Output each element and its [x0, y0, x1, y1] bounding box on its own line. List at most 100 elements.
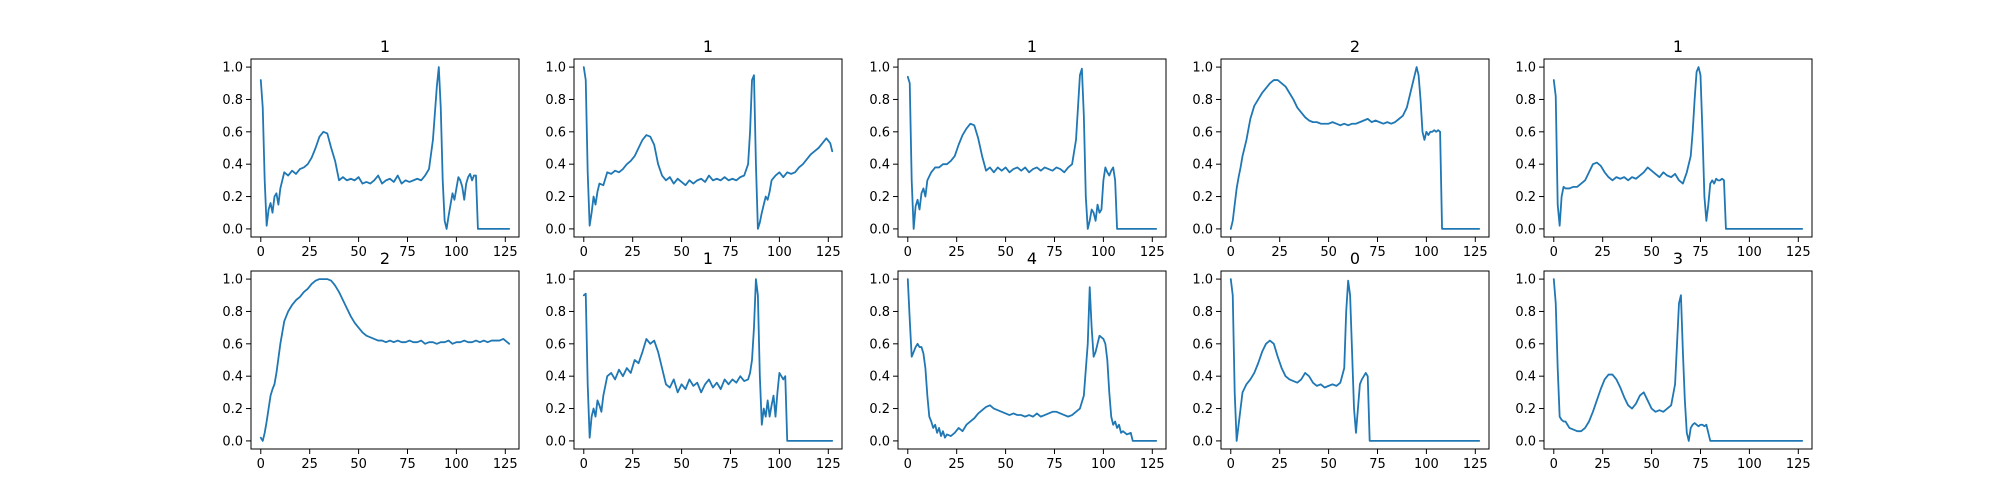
- y-tick-label: 1.0: [545, 273, 566, 288]
- y-tick-label: 0.4: [222, 158, 243, 173]
- x-tick-label: 25: [624, 245, 641, 260]
- y-tick-label: 0.4: [869, 158, 890, 173]
- x-tick-label: 25: [948, 245, 965, 260]
- x-tick-label: 125: [493, 245, 518, 260]
- y-tick-label: 0.6: [545, 337, 566, 352]
- data-series-line: [582, 66, 834, 230]
- x-tick-label: 125: [816, 457, 841, 472]
- x-tick-label: 100: [1091, 245, 1116, 260]
- y-tick-label: 0.0: [1515, 222, 1536, 237]
- y-tick-label: 0.4: [1192, 370, 1213, 385]
- y-tick-label: 0.8: [1192, 93, 1213, 108]
- x-tick-label: 25: [948, 457, 965, 472]
- y-tick-label: 0.6: [1192, 125, 1213, 140]
- x-tick-label: 50: [673, 245, 690, 260]
- data-series-line: [259, 278, 511, 442]
- panel-title: 1: [1027, 37, 1037, 56]
- x-tick-label: 0: [904, 457, 912, 472]
- x-tick-label: 100: [767, 245, 792, 260]
- chart-panel: 0 25 50 75 100 125 0.0 0.2 0.4 0.6 0.8 1.0 1: [869, 37, 1167, 260]
- x-tick-label: 25: [1271, 457, 1288, 472]
- x-tick-label: 75: [1369, 245, 1386, 260]
- x-tick-label: 0: [580, 457, 588, 472]
- x-tick-label: 125: [1140, 245, 1165, 260]
- y-tick-label: 0.4: [545, 370, 566, 385]
- x-tick-label: 75: [1369, 457, 1386, 472]
- panel-title: 1: [703, 249, 713, 268]
- y-tick-label: 0.8: [1515, 305, 1536, 320]
- y-tick-label: 0.2: [869, 190, 890, 205]
- x-tick-label: 0: [1550, 457, 1558, 472]
- y-tick-label: 0.2: [869, 402, 890, 417]
- data-series-line: [1552, 66, 1804, 230]
- x-tick-label: 0: [257, 245, 265, 260]
- y-tick-label: 0.0: [545, 434, 566, 449]
- y-tick-label: 0.0: [1192, 434, 1213, 449]
- x-tick-label: 125: [1786, 245, 1811, 260]
- y-tick-label: 0.6: [222, 125, 243, 140]
- y-tick-label: 0.0: [869, 434, 890, 449]
- y-tick-label: 0.8: [222, 305, 243, 320]
- y-tick-label: 0.2: [1192, 402, 1213, 417]
- x-tick-label: 125: [1786, 457, 1811, 472]
- y-tick-label: 1.0: [222, 273, 243, 288]
- x-tick-label: 75: [722, 245, 739, 260]
- y-tick-label: 0.2: [1515, 402, 1536, 417]
- x-tick-label: 75: [1046, 457, 1063, 472]
- x-tick-label: 25: [1271, 245, 1288, 260]
- x-tick-label: 100: [1737, 457, 1762, 472]
- x-tick-label: 125: [816, 245, 841, 260]
- y-tick-label: 0.6: [1515, 125, 1536, 140]
- y-tick-label: 0.6: [1515, 337, 1536, 352]
- x-tick-label: 0: [257, 457, 265, 472]
- panel-title: 3: [1673, 249, 1683, 268]
- x-tick-label: 0: [1550, 245, 1558, 260]
- x-tick-label: 75: [1692, 457, 1709, 472]
- x-tick-label: 50: [997, 457, 1014, 472]
- data-series-line: [906, 67, 1158, 230]
- x-tick-label: 50: [1643, 245, 1660, 260]
- data-series-line: [582, 278, 834, 442]
- y-tick-label: 0.0: [869, 222, 890, 237]
- chart-panel: 0 25 50 75 100 125 0.0 0.2 0.4 0.6 0.8 1.0 1: [222, 37, 520, 260]
- chart-panel: 0 25 50 75 100 125 0.0 0.2 0.4 0.6 0.8 1.0 0: [1192, 249, 1490, 472]
- y-tick-label: 0.8: [545, 305, 566, 320]
- x-tick-label: 75: [399, 457, 416, 472]
- y-tick-label: 1.0: [1192, 61, 1213, 76]
- x-tick-label: 125: [1463, 245, 1488, 260]
- chart-panel: 0 25 50 75 100 125 0.0 0.2 0.4 0.6 0.8 1.0 2: [1192, 37, 1490, 260]
- y-tick-label: 1.0: [545, 61, 566, 76]
- panel-title: 1: [380, 37, 390, 56]
- y-tick-label: 0.2: [222, 190, 243, 205]
- y-tick-label: 0.0: [1192, 222, 1213, 237]
- y-tick-label: 1.0: [869, 273, 890, 288]
- y-tick-label: 0.0: [545, 222, 566, 237]
- x-tick-label: 25: [624, 457, 641, 472]
- x-tick-label: 0: [1227, 457, 1235, 472]
- y-tick-label: 0.0: [1515, 434, 1536, 449]
- chart-panel: 0 25 50 75 100 125 0.0 0.2 0.4 0.6 0.8 1.0 4: [869, 249, 1167, 472]
- x-tick-label: 100: [1737, 245, 1762, 260]
- x-tick-label: 50: [673, 457, 690, 472]
- axes-frame: [573, 270, 843, 450]
- y-tick-label: 0.2: [222, 402, 243, 417]
- y-tick-label: 0.8: [1515, 93, 1536, 108]
- axes-frame: [1543, 58, 1813, 238]
- y-tick-label: 0.6: [222, 337, 243, 352]
- chart-panel: 0 25 50 75 100 125 0.0 0.2 0.4 0.6 0.8 1.0 3: [1515, 249, 1813, 472]
- x-tick-label: 75: [399, 245, 416, 260]
- x-tick-label: 50: [350, 245, 367, 260]
- panel-title: 4: [1027, 249, 1037, 268]
- y-tick-label: 0.4: [1515, 158, 1536, 173]
- data-series-line: [1229, 66, 1481, 230]
- y-tick-label: 0.4: [222, 370, 243, 385]
- panel-title: 0: [1350, 249, 1360, 268]
- y-tick-label: 0.2: [545, 190, 566, 205]
- y-tick-label: 1.0: [1515, 273, 1536, 288]
- data-series-line: [1229, 278, 1481, 442]
- data-series-line: [1552, 278, 1804, 442]
- chart-panel: 0 25 50 75 100 125 0.0 0.2 0.4 0.6 0.8 1.0 2: [222, 249, 520, 472]
- panel-title: 1: [703, 37, 713, 56]
- y-tick-label: 0.6: [869, 125, 890, 140]
- y-tick-label: 0.4: [1515, 370, 1536, 385]
